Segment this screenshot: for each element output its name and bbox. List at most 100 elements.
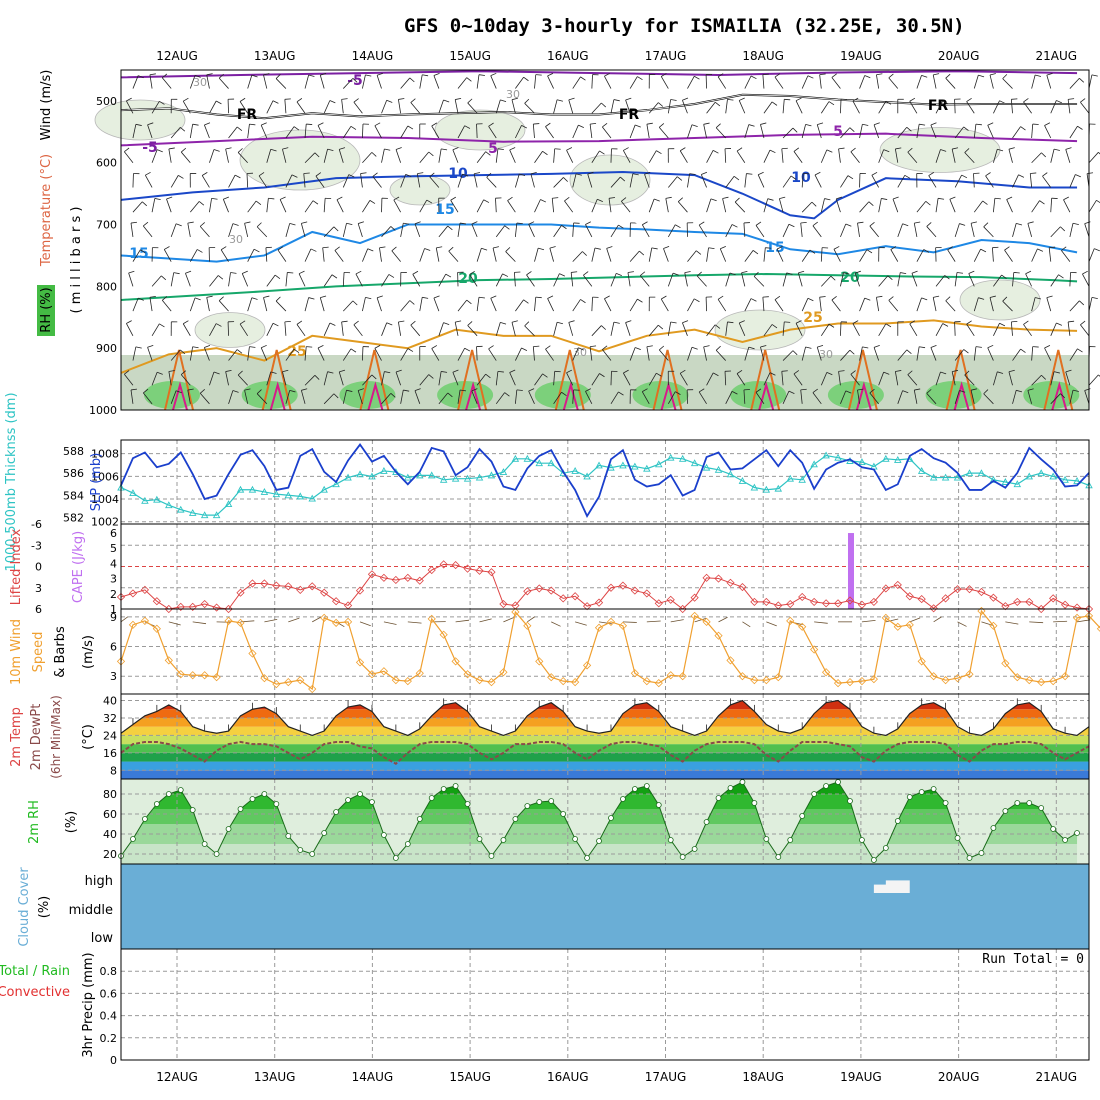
rh-high-blob (632, 381, 689, 409)
wind-barb-flag (490, 295, 497, 299)
wind-barb (1004, 249, 1013, 262)
wind-barb (304, 375, 316, 386)
wind-barb (395, 371, 402, 386)
wind-barb-flag (488, 122, 494, 127)
wind-barb (744, 250, 754, 262)
wind-barb (161, 300, 172, 312)
wind-barb-flag (714, 324, 721, 329)
temp-tick: 40 (103, 695, 117, 708)
wind-barb (916, 124, 920, 139)
wind-barb-flag (303, 172, 310, 174)
wind-barb-flag (1013, 272, 1020, 274)
wind-barb-flag (847, 175, 854, 180)
wind-barb-flag (168, 147, 175, 150)
wind-barb-flag (1023, 320, 1029, 325)
wind-barb-flag (975, 346, 982, 348)
wind-barb-flag (795, 320, 802, 324)
wind-barb (706, 247, 709, 262)
thickness-point (260, 488, 269, 495)
wind-barb (452, 372, 459, 386)
wind-barb-flag (128, 270, 135, 274)
wind-barb (1084, 223, 1090, 238)
wind-barb (448, 250, 459, 262)
wind-barb (782, 175, 792, 188)
wind-barb (1008, 149, 1013, 163)
wind-barb (322, 247, 325, 262)
wind-barb (625, 99, 631, 114)
rh2m-point (1074, 830, 1080, 836)
wind-barb-flag (478, 296, 485, 299)
wind10m-point (212, 673, 221, 682)
wind-barb (469, 274, 478, 287)
high-cloud-block (885, 880, 910, 893)
wind-barb (130, 389, 134, 404)
wind-barb-flag (961, 174, 968, 179)
thickness-point (511, 454, 520, 462)
wind10m-point (236, 618, 245, 627)
wind-barb (244, 223, 249, 237)
wind-barb-flag (528, 388, 535, 392)
wind-barb-flag (679, 369, 686, 374)
wind-barb-flag (658, 324, 664, 330)
wind-barb-flag (755, 221, 762, 226)
wind-barb (304, 200, 314, 213)
wind-barb-flag (980, 248, 987, 253)
wind-barb (300, 390, 306, 404)
wind-barb (668, 176, 678, 188)
wind-barb (935, 100, 944, 114)
wind-barb (296, 101, 306, 114)
pressure-tick: 800 (96, 280, 117, 293)
chart-title: GFS 0~10day 3-hourly for ISMAILIA (32.25… (404, 15, 965, 37)
wind-barb (916, 297, 922, 312)
wind-barb-flag (459, 222, 467, 225)
wind10m-point (618, 621, 628, 630)
wind-barb (515, 125, 522, 139)
wind-barb (495, 225, 505, 238)
wind-barb (604, 298, 612, 312)
wind-barb-flag (812, 221, 818, 227)
rh2m-point (500, 837, 507, 843)
wind-barb-flag (694, 75, 700, 80)
wind-barb (419, 374, 430, 386)
wind-barb (897, 349, 908, 361)
isotherm-label: FR (619, 107, 640, 123)
wind-barb (916, 346, 920, 361)
wind-barb (1010, 321, 1013, 336)
wind-barb-flag (696, 271, 702, 277)
isotherm-label: 15 (765, 240, 784, 256)
wind-barb-flag (374, 345, 381, 349)
rh2m-point (1026, 800, 1033, 806)
wind-barb (357, 390, 363, 404)
wind-barb-flag (1065, 369, 1072, 373)
wind-barb-flag (390, 393, 396, 398)
wind-barb (199, 393, 210, 405)
wind-barb (304, 297, 310, 312)
wind10m-barb (670, 619, 684, 623)
thickness-point (929, 473, 938, 481)
wind-barb (907, 151, 918, 163)
wind10m-barb (814, 621, 828, 624)
wind-barb-flag (582, 251, 588, 256)
wind10m-point (666, 671, 675, 680)
wind10m-point (690, 611, 699, 621)
thickness-point (368, 472, 376, 480)
li-point (666, 595, 675, 604)
wind-barb (667, 273, 674, 287)
rh2m-point (357, 791, 363, 797)
wind-barb (706, 150, 714, 163)
wind-barb (983, 226, 994, 238)
wind-barb (621, 201, 631, 213)
wind-barb (639, 275, 650, 287)
wind-barb-flag (547, 295, 554, 299)
wind-barb (438, 273, 447, 287)
wind-barb-flag (1008, 147, 1015, 150)
wind-barb (323, 274, 333, 287)
temp-tick: 16 (103, 747, 117, 760)
rh2m-point (249, 796, 256, 802)
wind-barb (800, 389, 803, 404)
wind-barb-flag (1001, 274, 1007, 279)
wind-barb (1029, 173, 1033, 188)
thickness-point (1073, 476, 1081, 484)
wind-barb-flag (485, 373, 491, 379)
wind-barb (353, 101, 363, 114)
